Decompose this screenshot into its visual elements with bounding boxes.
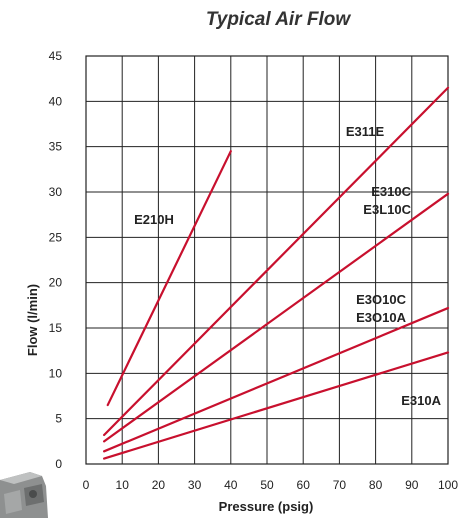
series-label: E3O10A [356,310,406,325]
y-tick-label: 15 [49,321,63,335]
series-line-2 [102,192,450,443]
y-tick-label: 30 [49,185,63,199]
x-tick-label: 40 [224,478,238,492]
series-label: E3O10C [356,292,406,307]
x-tick-label: 80 [369,478,383,492]
x-tick-label: 100 [438,478,458,492]
series-label: E310C [371,184,411,199]
series-line-1 [102,86,450,437]
series-line-3 [102,306,450,453]
series-label: E210H [134,212,174,227]
y-tick-label: 35 [49,140,63,154]
series-lines [102,86,450,460]
x-tick-labels: 0 10 20 30 40 50 60 70 80 90 100 [83,478,459,492]
y-axis-label: Flow (l/min) [25,284,40,356]
y-tick-label: 25 [49,230,63,244]
y-tick-labels: 0 5 10 15 20 25 30 35 40 45 [49,49,63,471]
series-line-0 [106,150,232,407]
y-tick-label: 20 [49,276,63,290]
product-photo-fragment [0,472,48,518]
y-tick-label: 10 [49,366,63,380]
x-tick-label: 20 [152,478,166,492]
x-tick-label: 30 [188,478,202,492]
x-tick-label: 0 [83,478,90,492]
x-tick-label: 60 [297,478,311,492]
x-tick-label: 90 [405,478,419,492]
x-tick-label: 70 [333,478,347,492]
x-tick-label: 50 [260,478,274,492]
y-tick-label: 0 [55,457,62,471]
x-tick-label: 10 [116,478,130,492]
y-tick-label: 40 [49,94,63,108]
series-label: E310A [401,393,441,408]
y-tick-label: 45 [49,49,63,63]
series-label: E311E [346,124,385,139]
y-tick-label: 5 [55,412,62,426]
grid [85,55,449,465]
series-labels: E210H E311E E310C E3L10C E3O10C E3O10A E310A [134,124,441,408]
series-line-4 [102,351,450,460]
chart-title: Typical Air Flow [206,9,352,30]
x-axis-label: Pressure (psig) [219,499,314,514]
series-label: E3L10C [363,202,411,217]
